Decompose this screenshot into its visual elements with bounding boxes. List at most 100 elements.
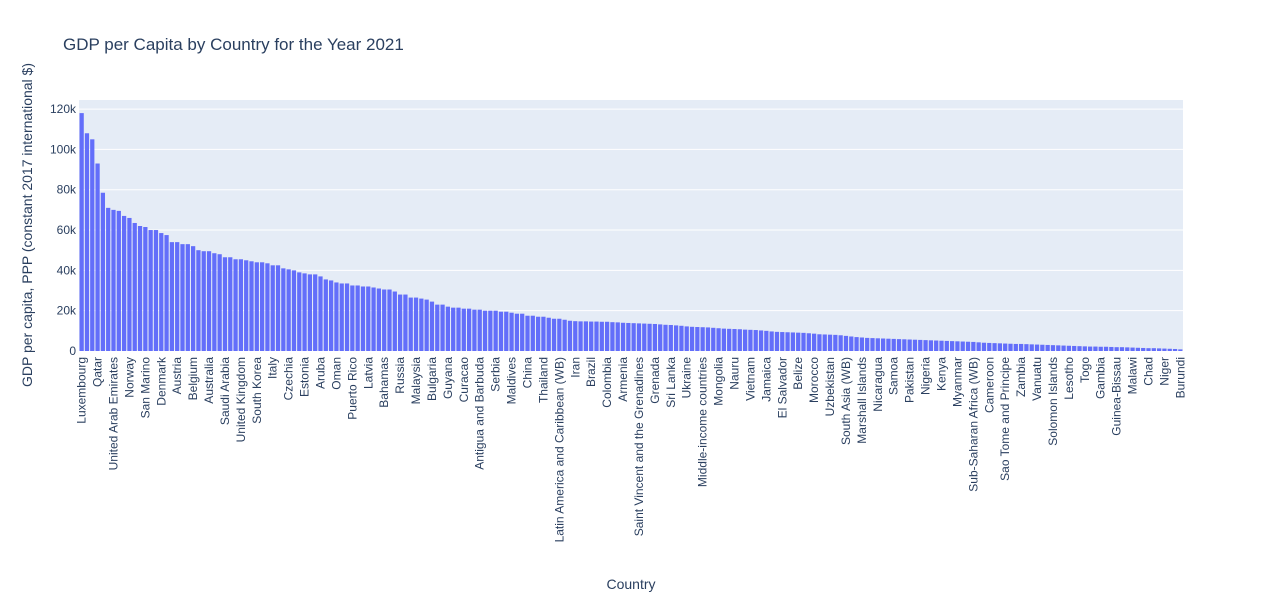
bar: [811, 333, 817, 351]
bar: [403, 294, 408, 351]
bar: [302, 273, 307, 351]
bar: [753, 330, 758, 351]
bar: [307, 274, 313, 351]
bar: [790, 332, 796, 351]
x-tick-label: Aruba: [314, 357, 328, 389]
bar: [1156, 348, 1162, 351]
x-tick-label: Togo: [1078, 357, 1092, 383]
bar: [1146, 348, 1151, 351]
bar: [127, 217, 132, 351]
bar: [313, 274, 318, 351]
x-tick-label: Malawi: [1126, 357, 1140, 394]
bar: [392, 291, 397, 351]
x-tick-label: Saudi Arabia: [218, 357, 232, 425]
bar: [488, 310, 493, 351]
x-tick-label: Nicaragua: [871, 357, 885, 412]
bar: [185, 244, 190, 351]
bar: [95, 163, 100, 351]
bar: [376, 288, 382, 351]
bar: [360, 286, 366, 351]
bar: [1103, 346, 1109, 351]
x-tick-label: Gambia: [1094, 357, 1108, 399]
bar: [594, 321, 599, 351]
y-tick-label: 0: [69, 344, 76, 358]
bar: [334, 282, 339, 351]
bar: [796, 332, 801, 351]
x-tick-label: Lesotho: [1062, 357, 1076, 400]
x-tick-label: Norway: [122, 357, 136, 398]
bar: [1040, 344, 1045, 351]
bar: [976, 342, 981, 351]
bar: [413, 297, 419, 351]
x-tick-label: Austria: [170, 357, 184, 395]
bar: [429, 301, 435, 351]
bar: [440, 304, 445, 351]
bar: [658, 324, 663, 351]
x-tick-label: Jamaica: [759, 357, 773, 402]
bar: [965, 341, 971, 351]
bar: [514, 313, 520, 351]
bar: [106, 207, 111, 351]
x-tick-label: Maldives: [505, 357, 519, 404]
bar: [1114, 347, 1119, 351]
bar: [535, 316, 541, 351]
bar: [1003, 343, 1008, 351]
y-tick-label: 20k: [57, 304, 77, 318]
x-tick-label: Chad: [1142, 357, 1156, 386]
bar: [859, 337, 865, 351]
y-tick-label: 40k: [57, 263, 77, 277]
y-tick-label: 80k: [57, 183, 77, 197]
bar: [1029, 344, 1034, 351]
x-tick-label: Saint Vincent and the Grenadines: [632, 357, 646, 536]
bar: [769, 331, 774, 351]
bar: [509, 312, 514, 351]
bar: [865, 337, 870, 351]
x-tick-label: South Korea: [250, 357, 264, 424]
bar: [833, 334, 838, 351]
bar: [382, 289, 387, 351]
bar: [90, 139, 95, 351]
x-tick-label: Latin America and Caribbean (WB): [552, 357, 566, 542]
bar: [620, 322, 626, 351]
bar: [121, 215, 127, 351]
bar: [663, 324, 668, 351]
bar: [451, 307, 456, 351]
x-tick-label: Marshall Islands: [855, 357, 869, 444]
bar: [445, 306, 451, 351]
bar: [610, 322, 615, 351]
bar: [408, 297, 413, 351]
bar: [817, 334, 822, 351]
bar: [758, 330, 764, 351]
x-tick-label: Nigeria: [919, 357, 933, 395]
bar: [827, 334, 833, 351]
bar: [907, 339, 912, 351]
x-tick-label: Curacao: [457, 357, 471, 403]
bar: [525, 315, 530, 351]
bar: [164, 235, 169, 351]
bar: [642, 323, 647, 351]
x-tick-label: Belgium: [186, 357, 200, 400]
bar: [461, 308, 466, 351]
bar: [244, 260, 249, 351]
x-tick-label: Russia: [393, 357, 407, 394]
bar: [1013, 343, 1018, 351]
bar: [742, 329, 748, 351]
bar: [843, 335, 849, 351]
bar: [339, 283, 344, 351]
bar: [493, 310, 498, 351]
bar: [652, 323, 658, 351]
bar: [679, 325, 684, 351]
bar: [259, 262, 265, 351]
bar: [482, 310, 488, 351]
x-tick-label: Cameroon: [982, 357, 996, 413]
x-tick-label: Qatar: [91, 357, 105, 387]
bar: [1172, 348, 1178, 351]
bar: [971, 341, 976, 351]
bar: [604, 321, 610, 351]
bar: [673, 325, 679, 351]
bar: [1056, 345, 1061, 351]
bar: [456, 307, 461, 351]
x-tick-label: Iran: [568, 357, 582, 378]
bar: [1162, 348, 1167, 351]
